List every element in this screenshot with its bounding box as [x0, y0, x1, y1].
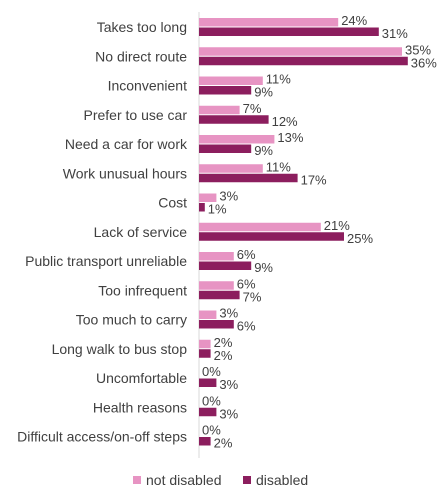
- bar-disabled: [199, 203, 205, 212]
- bar-disabled: [199, 56, 408, 66]
- category-label: Health reasons: [93, 399, 187, 415]
- bar-not-disabled: [199, 252, 234, 261]
- legend-swatch-not-disabled: [133, 476, 141, 484]
- category-label: No direct route: [95, 48, 187, 64]
- bar-disabled: [199, 378, 217, 387]
- bar-disabled: [199, 320, 234, 329]
- category-labels-group: Takes too long No direct route Inconvenien…: [17, 19, 188, 445]
- value-label-not-disabled: 0%: [202, 364, 221, 379]
- value-label-not-disabled: 7%: [243, 101, 262, 116]
- category-label: Too infrequent: [98, 282, 187, 298]
- value-label-disabled: 12%: [272, 114, 298, 129]
- bar-disabled: [199, 407, 217, 417]
- category-label: Prefer to use car: [84, 107, 188, 123]
- bar-not-disabled: [199, 135, 275, 144]
- bar-disabled: [199, 86, 252, 95]
- bar-not-disabled: [199, 47, 402, 56]
- category-label: Inconvenient: [108, 78, 188, 94]
- value-labels-group: 24%31%35%36%11%9%7%12%13%9%11%17%3%1%21%…: [202, 13, 437, 451]
- bar-disabled: [199, 437, 211, 446]
- value-label-not-disabled: 3%: [219, 306, 238, 321]
- value-label-not-disabled: 24%: [341, 13, 367, 28]
- bar-disabled: [199, 115, 269, 124]
- value-label-disabled: 9%: [254, 85, 273, 100]
- category-label: Lack of service: [94, 224, 188, 240]
- bar-disabled: [199, 173, 298, 183]
- value-label-not-disabled: 13%: [277, 130, 303, 145]
- value-label-disabled: 6%: [237, 319, 256, 334]
- category-label: Cost: [158, 195, 187, 211]
- category-label: Difficult access/on-off steps: [17, 429, 187, 445]
- legend-swatch-disabled: [243, 476, 251, 484]
- value-label-not-disabled: 35%: [405, 42, 431, 57]
- bar-disabled: [199, 290, 240, 300]
- value-label-disabled: 9%: [254, 260, 273, 275]
- category-label: Long walk to bus stop: [52, 341, 188, 357]
- value-label-not-disabled: 11%: [266, 159, 291, 174]
- value-label-disabled: 36%: [411, 55, 437, 70]
- bar-disabled: [199, 232, 344, 241]
- value-label-disabled: 3%: [219, 406, 238, 421]
- value-label-disabled: 9%: [254, 143, 273, 158]
- value-label-disabled: 25%: [347, 231, 373, 246]
- value-label-not-disabled: 21%: [324, 218, 350, 233]
- value-label-disabled: 7%: [243, 289, 262, 304]
- bar-not-disabled: [199, 76, 263, 85]
- category-label: Work unusual hours: [63, 165, 187, 181]
- legend-label-not-disabled: not disabled: [146, 472, 222, 488]
- legend-label-disabled: disabled: [256, 472, 308, 488]
- value-label-not-disabled: 6%: [237, 247, 256, 262]
- legend: not disabled disabled: [133, 472, 308, 488]
- value-label-not-disabled: 0%: [202, 423, 221, 438]
- category-label: Public transport unreliable: [25, 253, 187, 269]
- value-label-not-disabled: 2%: [214, 335, 233, 350]
- category-label: Need a car for work: [65, 136, 188, 152]
- category-label: Uncomfortable: [96, 370, 187, 386]
- value-label-disabled: 31%: [382, 26, 408, 41]
- bar-disabled: [199, 261, 252, 270]
- category-label: Too much to carry: [76, 312, 187, 328]
- value-label-disabled: 2%: [214, 348, 233, 363]
- value-label-not-disabled: 11%: [266, 72, 291, 87]
- value-label-not-disabled: 6%: [237, 276, 256, 291]
- bar-not-disabled: [199, 193, 217, 202]
- bar-not-disabled: [199, 222, 321, 232]
- bar-not-disabled: [199, 105, 240, 115]
- bar-not-disabled: [199, 164, 263, 173]
- bar-disabled: [199, 144, 252, 153]
- value-label-disabled: 3%: [219, 377, 238, 392]
- bar-not-disabled: [199, 281, 234, 290]
- category-label: Takes too long: [97, 19, 187, 35]
- bar-not-disabled: [199, 310, 217, 319]
- value-label-not-disabled: 0%: [202, 393, 221, 408]
- value-label-disabled: 17%: [301, 172, 327, 187]
- bar-not-disabled: [199, 18, 339, 27]
- bar-disabled: [199, 349, 211, 358]
- value-label-not-disabled: 3%: [219, 189, 238, 204]
- value-label-disabled: 2%: [214, 436, 233, 451]
- bar-not-disabled: [199, 339, 211, 349]
- bars-group: [199, 18, 408, 446]
- value-label-disabled: 1%: [208, 202, 227, 217]
- bar-disabled: [199, 27, 379, 36]
